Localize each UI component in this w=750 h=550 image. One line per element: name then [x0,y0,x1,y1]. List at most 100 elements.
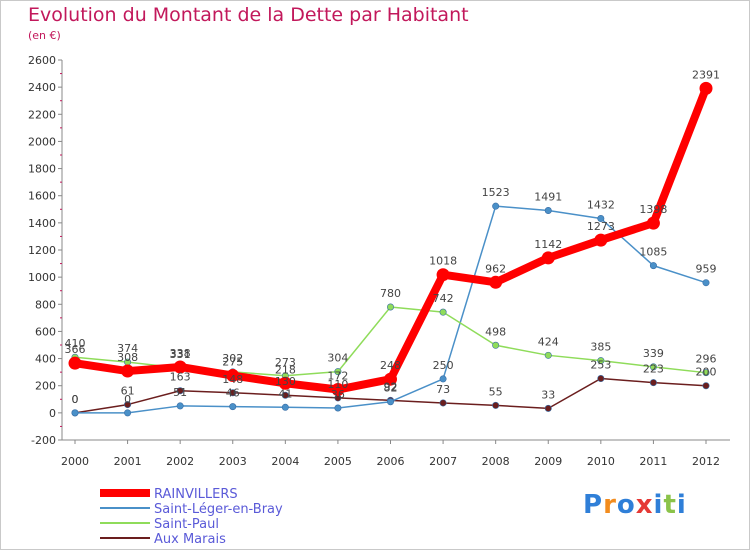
data-label: 1273 [587,220,615,233]
y-tick-label: 0 [49,407,56,420]
data-label: 498 [485,325,506,338]
legend-label: Saint-Léger-en-Bray [154,502,283,517]
data-point [281,391,289,399]
data-point [439,308,447,316]
data-point [492,341,500,349]
data-point [541,251,555,265]
y-tick-label: 1200 [28,244,56,257]
data-label: 742 [433,292,454,305]
data-point [597,375,605,383]
data-point [384,372,397,386]
data-label: 959 [696,263,717,276]
data-label: 253 [590,359,611,372]
y-tick-label: 800 [35,298,56,311]
data-point [702,382,710,390]
logo-letter: x [635,490,654,520]
series-line-0 [74,86,710,394]
data-point [226,369,240,383]
data-point [124,401,132,409]
data-label: 2391 [692,68,720,81]
data-point [386,303,394,311]
data-point [176,402,184,410]
data-label: 410 [65,337,86,350]
data-point [489,275,503,289]
data-label: 248 [380,359,401,372]
logo-letter: i [676,490,687,520]
data-label: 1085 [639,246,667,259]
data-label: 304 [327,352,348,365]
y-tick-label: 1600 [28,190,56,203]
legend-label: RAINVILLERS [154,487,238,502]
x-tick-label: 2008 [482,455,510,468]
data-label: 218 [275,363,296,376]
data-point [386,398,394,406]
y-tick-label: 2200 [28,108,56,121]
y-tick-label: 1800 [28,163,56,176]
logo-letter: r [603,490,617,520]
data-point [436,268,450,282]
data-point [68,356,82,370]
data-point [331,383,345,397]
data-label: 780 [380,287,401,300]
data-label: 366 [65,343,86,356]
proxiti-logo: Proxiti [583,490,687,520]
data-label: 41 [278,387,292,400]
data-point [334,404,342,412]
data-point [439,375,447,383]
x-tick-label: 2000 [61,455,89,468]
data-label: 1018 [429,255,457,268]
data-point [649,379,657,387]
data-point [702,279,710,287]
data-label: 55 [489,385,503,398]
data-label: 385 [590,341,611,354]
data-label: 302 [222,352,243,365]
data-label: 92 [384,380,398,393]
legend-label: Aux Marais [154,532,226,547]
x-tick-label: 2010 [587,455,615,468]
data-point [121,364,135,378]
data-point [649,262,657,270]
data-label: 200 [696,366,717,379]
data-label: 33 [541,388,555,401]
data-label: 172 [327,370,348,383]
data-point [649,363,657,371]
data-point [124,409,132,417]
logo-letter: o [616,490,636,520]
data-point [646,216,660,230]
data-point [702,369,710,377]
chart-axes: -200020040060080010001200140016001800200… [28,54,730,468]
y-tick-label: 400 [35,353,56,366]
data-point [492,202,500,210]
y-tick-label: 1400 [28,217,56,230]
data-label: 374 [117,342,138,355]
data-point [597,215,605,223]
data-label: 273 [275,356,296,369]
logo-letter: P [583,490,604,520]
data-label: 275 [222,356,243,369]
data-point [594,233,608,247]
data-label: 250 [433,359,454,372]
data-label: 424 [538,335,559,348]
x-tick-label: 2005 [324,455,352,468]
data-point [176,387,184,395]
data-label: 46 [226,387,240,400]
data-point [71,409,79,417]
data-label: 61 [121,385,135,398]
x-tick-label: 2009 [534,455,562,468]
x-tick-label: 2004 [271,455,299,468]
data-label: 130 [275,375,296,388]
data-label: 962 [485,262,506,275]
logo-letter: t [663,490,677,520]
data-point [544,207,552,215]
data-label: 36 [331,388,345,401]
legend: RAINVILLERSSaint-Léger-en-BraySaint-Paul… [100,487,283,547]
data-point [229,403,237,411]
data-labels-layer: 366 308 338 275 218 172 248 1018 962 1142 1273 1398… [65,68,721,405]
data-label: 1432 [587,199,615,212]
data-label: 148 [222,373,243,386]
y-tick-label: 2600 [28,54,56,67]
x-tick-label: 2007 [429,455,457,468]
data-label: 73 [436,383,450,396]
data-point [492,401,500,409]
x-tick-label: 2001 [114,455,142,468]
